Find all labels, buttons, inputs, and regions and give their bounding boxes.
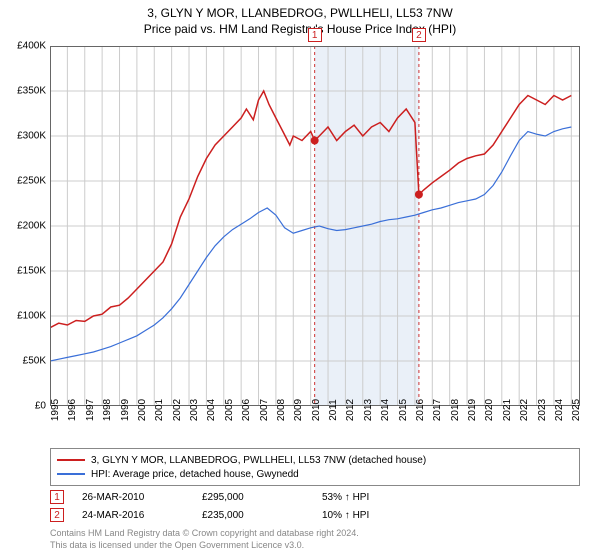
x-tick-label: 2008 bbox=[276, 399, 287, 421]
x-tick-label: 2016 bbox=[415, 399, 426, 421]
x-tick-label: 2010 bbox=[311, 399, 322, 421]
legend-row: 3, GLYN Y MOR, LLANBEDROG, PWLLHELI, LL5… bbox=[57, 453, 573, 467]
y-tick-label: £150K bbox=[17, 266, 46, 277]
x-tick-label: 2025 bbox=[571, 399, 582, 421]
x-tick-label: 1997 bbox=[85, 399, 96, 421]
event-delta: 53% ↑ HPI bbox=[322, 492, 442, 503]
y-tick-label: £50K bbox=[23, 356, 46, 367]
footer-line2: This data is licensed under the Open Gov… bbox=[50, 540, 359, 552]
y-tick-label: £400K bbox=[17, 41, 46, 52]
event-price: £235,000 bbox=[202, 510, 322, 521]
legend-swatch bbox=[57, 459, 85, 461]
x-tick-label: 2021 bbox=[502, 399, 513, 421]
x-tick-label: 2014 bbox=[380, 399, 391, 421]
legend-swatch bbox=[57, 473, 85, 475]
legend-row: HPI: Average price, detached house, Gwyn… bbox=[57, 467, 573, 481]
x-tick-label: 2011 bbox=[328, 399, 339, 421]
x-tick-label: 2002 bbox=[172, 399, 183, 421]
chart-svg bbox=[50, 46, 580, 406]
events-table: 1 26-MAR-2010£295,00053% ↑ HPI 2 24-MAR-201… bbox=[50, 488, 442, 524]
x-tick-label: 2006 bbox=[241, 399, 252, 421]
title-line2: Price paid vs. HM Land Registry's House … bbox=[0, 22, 600, 36]
x-tick-label: 2013 bbox=[363, 399, 374, 421]
chart-container: 3, GLYN Y MOR, LLANBEDROG, PWLLHELI, LL5… bbox=[0, 0, 600, 560]
y-tick-label: £200K bbox=[17, 221, 46, 232]
x-tick-label: 1995 bbox=[50, 399, 61, 421]
legend-label: 3, GLYN Y MOR, LLANBEDROG, PWLLHELI, LL5… bbox=[91, 455, 426, 466]
x-tick-label: 1999 bbox=[120, 399, 131, 421]
x-tick-label: 2004 bbox=[206, 399, 217, 421]
title-line1: 3, GLYN Y MOR, LLANBEDROG, PWLLHELI, LL5… bbox=[0, 6, 600, 20]
x-tick-label: 2020 bbox=[484, 399, 495, 421]
x-tick-label: 2019 bbox=[467, 399, 478, 421]
event-date: 24-MAR-2016 bbox=[82, 510, 202, 521]
x-tick-label: 2015 bbox=[398, 399, 409, 421]
x-tick-label: 1998 bbox=[102, 399, 113, 421]
event-price: £295,000 bbox=[202, 492, 322, 503]
x-tick-label: 2001 bbox=[154, 399, 165, 421]
x-tick-label: 2007 bbox=[259, 399, 270, 421]
event-flag: 1 bbox=[308, 28, 322, 42]
x-tick-label: 2012 bbox=[345, 399, 356, 421]
event-flag-cell: 1 bbox=[50, 490, 64, 504]
x-tick-label: 2009 bbox=[293, 399, 304, 421]
y-tick-label: £0 bbox=[35, 401, 46, 412]
footer-line1: Contains HM Land Registry data © Crown c… bbox=[50, 528, 359, 540]
x-tick-label: 2022 bbox=[519, 399, 530, 421]
footer: Contains HM Land Registry data © Crown c… bbox=[50, 528, 359, 551]
event-flag-cell: 2 bbox=[50, 508, 64, 522]
legend-label: HPI: Average price, detached house, Gwyn… bbox=[91, 469, 299, 480]
y-tick-label: £350K bbox=[17, 86, 46, 97]
x-tick-label: 2018 bbox=[450, 399, 461, 421]
y-tick-label: £100K bbox=[17, 311, 46, 322]
event-flag: 2 bbox=[412, 28, 426, 42]
event-row: 2 24-MAR-2016£235,00010% ↑ HPI bbox=[50, 506, 442, 524]
title-block: 3, GLYN Y MOR, LLANBEDROG, PWLLHELI, LL5… bbox=[0, 0, 600, 36]
x-tick-label: 2024 bbox=[554, 399, 565, 421]
y-tick-label: £250K bbox=[17, 176, 46, 187]
y-tick-label: £300K bbox=[17, 131, 46, 142]
event-delta: 10% ↑ HPI bbox=[322, 510, 442, 521]
x-tick-label: 2000 bbox=[137, 399, 148, 421]
x-tick-label: 2017 bbox=[432, 399, 443, 421]
legend-box: 3, GLYN Y MOR, LLANBEDROG, PWLLHELI, LL5… bbox=[50, 448, 580, 486]
event-row: 1 26-MAR-2010£295,00053% ↑ HPI bbox=[50, 488, 442, 506]
x-tick-label: 2003 bbox=[189, 399, 200, 421]
x-tick-label: 2023 bbox=[537, 399, 548, 421]
event-date: 26-MAR-2010 bbox=[82, 492, 202, 503]
x-tick-label: 1996 bbox=[67, 399, 78, 421]
chart-area: £0£50K£100K£150K£200K£250K£300K£350K£400… bbox=[50, 46, 580, 406]
x-tick-label: 2005 bbox=[224, 399, 235, 421]
